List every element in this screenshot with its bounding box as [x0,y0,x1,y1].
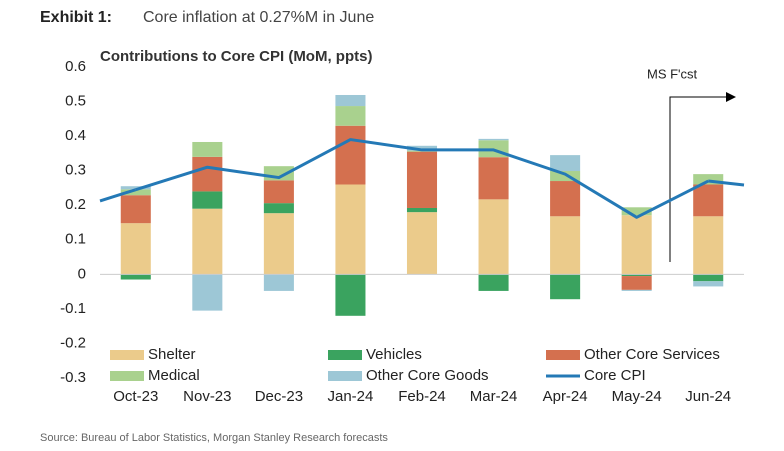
y-tick-label: 0.4 [65,127,86,144]
bar-segment [192,141,223,157]
bar-segment [120,186,151,190]
bar-segment [550,181,581,217]
arrow-head [726,92,736,102]
x-tick-label: Jan-24 [328,388,374,405]
bar-segment [550,274,581,300]
bar-segment [478,138,509,141]
bar-segment [192,191,223,209]
bar-segment [693,281,724,287]
x-tick-label: Dec-23 [255,388,303,405]
bar-segment [263,203,294,214]
y-tick-label: -0.1 [60,300,86,317]
annotation: MS F'cst [647,66,698,81]
bar-segment [406,145,438,151]
legend-label: Shelter [148,346,196,363]
bar-segment [263,180,294,204]
bar-segment [550,155,581,172]
bar-segment [406,151,438,208]
bar-segment [335,125,366,185]
y-tick-label: 0.3 [65,162,86,179]
bar-segment [621,289,652,291]
bar-segment [621,274,652,277]
bar-segment [335,106,366,126]
source: Source: Bureau of Labor Statistics, Morg… [40,432,388,444]
legend-label: Core CPI [584,367,646,384]
core-cpi-line [135,138,709,219]
bar-segment [335,274,366,316]
bar-segment [478,157,509,200]
bar-segment [120,189,151,196]
legend-swatch [110,371,144,381]
bar-segment [120,223,151,275]
bar-segment [263,213,294,275]
exhibit-label: Exhibit 1: [40,9,112,26]
forecast-arrow [669,96,728,262]
legend-label: Other Core Services [584,346,720,363]
bar-segment [693,216,724,275]
bar-segment [550,216,581,275]
x-tick-label: Feb-24 [398,388,446,405]
y-tick-label: 0.5 [65,93,86,110]
legend-swatch [328,350,362,360]
bar-segment [621,276,652,290]
bar-segment [550,171,581,182]
bar-segment [621,207,652,216]
x-tick-label: Nov-23 [183,388,231,405]
bar-segment [192,208,223,275]
x-tick-label: Oct-23 [113,388,158,405]
x-tick-label: Apr-24 [543,388,588,405]
x-tick-label: Jun-24 [685,388,731,405]
y-tick-label: -0.2 [60,334,86,351]
legend-label: Other Core Goods [366,367,489,384]
y-tick-label: 0.1 [65,231,86,248]
bar-segment [335,184,366,275]
y-tick-label: -0.3 [60,369,86,386]
y-tick-label: 0.2 [65,196,86,213]
y-tick-label: 0 [78,265,86,282]
legend-label: Medical [148,367,200,384]
bar-segment [335,94,366,107]
bar-segment [693,274,724,282]
bar-segment [478,199,509,275]
chart-title: Contributions to Core CPI (MoM, ppts) [100,48,372,65]
bar-segment [478,274,509,291]
bar-segment [192,156,223,192]
bar-segment [693,174,724,185]
line-extension [99,179,745,203]
x-tick-label: Mar-24 [470,388,518,405]
legend-swatch [328,371,362,381]
legend-swatch [110,350,144,360]
legend-swatch [546,350,580,360]
exhibit-title: Core inflation at 0.27%M in June [143,9,374,26]
bar-segment [406,207,438,213]
bar-segment [621,215,652,275]
bar-segment [406,212,438,275]
x-tick-label: May-24 [612,388,662,405]
bar-segment [120,274,151,280]
bar-segment [192,274,223,311]
y-tick-label: 0.6 [65,58,86,75]
bar-segment [693,184,724,217]
bar-segment [263,274,294,291]
legend-label: Vehicles [366,346,422,363]
bar-segment [120,195,151,224]
